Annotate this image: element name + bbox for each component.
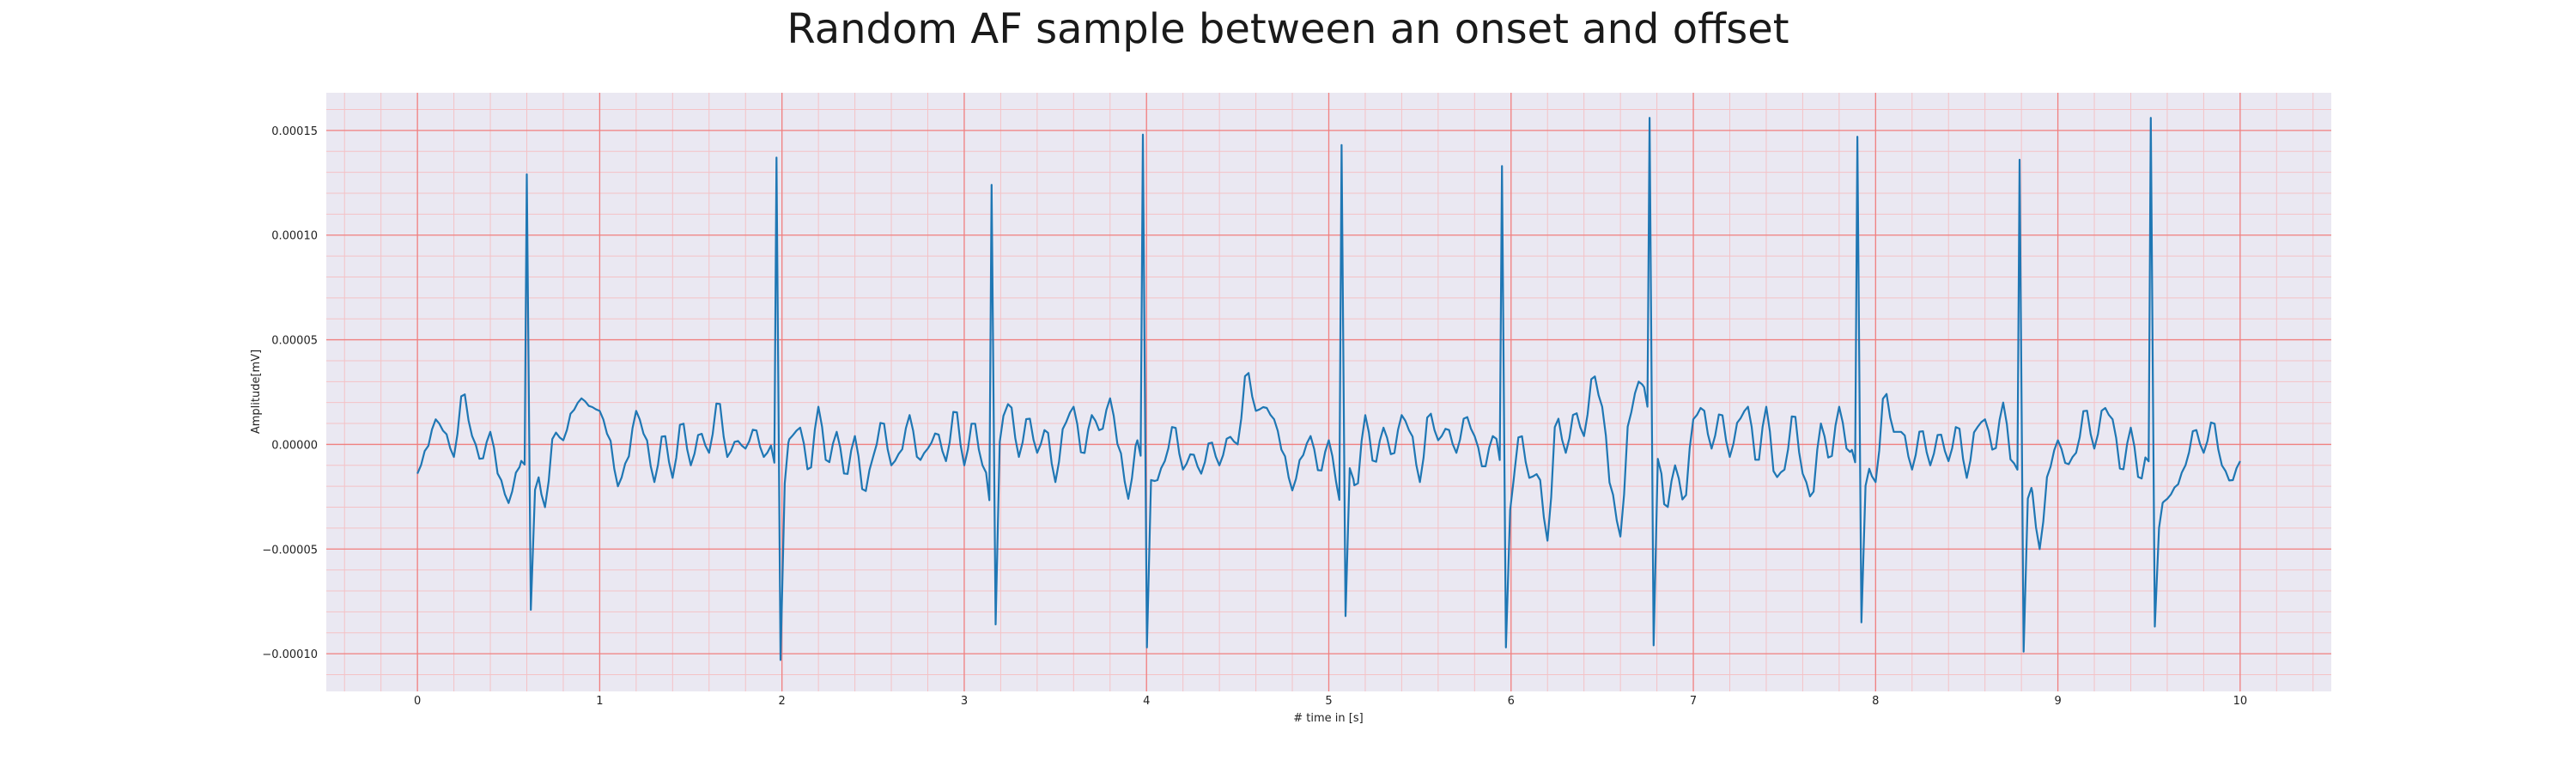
y-tick-label: −0.00005	[262, 544, 318, 557]
x-tick-label: 8	[1872, 695, 1879, 708]
x-axis-ticks: 0 1 2 3 4 5 6 7 8 9 10	[414, 695, 2247, 708]
y-axis-label: Amplitude[mV]	[250, 350, 263, 434]
y-tick-label: −0.00010	[262, 648, 318, 661]
y-tick-label: 0.00000	[271, 439, 318, 452]
x-tick-label: 10	[2233, 695, 2248, 708]
signal-line	[416, 117, 2241, 661]
x-tick-label: 7	[1690, 695, 1697, 708]
y-tick-label: 0.00010	[271, 230, 318, 243]
x-tick-label: 1	[596, 695, 603, 708]
x-tick-label: 9	[2054, 695, 2061, 708]
x-tick-label: 0	[414, 695, 421, 708]
x-tick-label: 6	[1508, 695, 1515, 708]
x-tick-label: 2	[779, 695, 786, 708]
x-tick-label: 5	[1325, 695, 1332, 708]
chart-title: Random AF sample between an onset and of…	[787, 5, 1789, 53]
x-tick-label: 3	[961, 695, 968, 708]
x-tick-label: 4	[1143, 695, 1150, 708]
x-axis-label: # time in [s]	[1293, 712, 1363, 725]
y-axis-ticks: −0.00010 −0.00005 0.00000 0.00005 0.00010 0.0…	[262, 125, 318, 661]
y-tick-label: 0.00015	[271, 125, 318, 138]
y-tick-label: 0.00005	[271, 335, 318, 348]
